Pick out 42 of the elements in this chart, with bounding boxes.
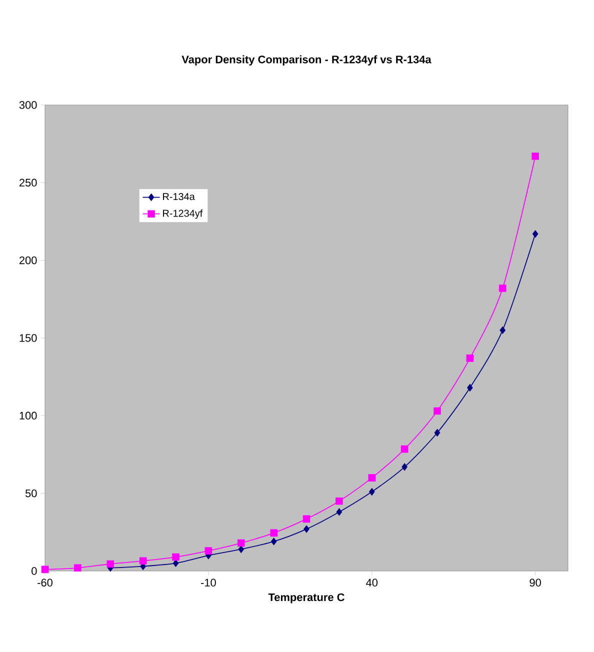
point bbox=[172, 553, 180, 561]
point bbox=[270, 538, 277, 546]
y-tick-label: 100 bbox=[20, 412, 37, 420]
y-tick-label: 0 bbox=[32, 567, 37, 575]
point bbox=[238, 546, 244, 553]
x-tick-label: -10 bbox=[201, 578, 216, 587]
legend-label: R-1234yf bbox=[163, 209, 203, 219]
y-tick-label: 300 bbox=[19, 101, 37, 109]
y-tick-label: 50 bbox=[25, 489, 37, 498]
point bbox=[41, 566, 49, 574]
point bbox=[400, 445, 408, 453]
point bbox=[368, 474, 376, 482]
point bbox=[532, 230, 538, 238]
chart-title: Vapor Density Comparison - R-1234yf vs R-134a bbox=[182, 55, 432, 66]
point bbox=[498, 284, 506, 292]
legend-label: R-134a bbox=[163, 193, 195, 200]
point bbox=[304, 525, 310, 533]
y-tick-label: 200 bbox=[19, 256, 37, 264]
point bbox=[500, 326, 506, 334]
point bbox=[237, 539, 245, 547]
x-tick-label: 40 bbox=[366, 578, 378, 587]
point bbox=[369, 488, 375, 496]
x-tick-label: 90 bbox=[530, 578, 541, 587]
point bbox=[434, 407, 441, 415]
point bbox=[270, 529, 278, 537]
point bbox=[336, 497, 343, 505]
point bbox=[139, 557, 147, 565]
point bbox=[302, 515, 310, 523]
point bbox=[106, 560, 114, 568]
point bbox=[204, 547, 212, 554]
point bbox=[467, 384, 473, 392]
point bbox=[74, 564, 82, 572]
point bbox=[434, 429, 440, 436]
point bbox=[336, 508, 342, 516]
point bbox=[402, 463, 408, 471]
x-tick-label: -60 bbox=[38, 578, 52, 587]
y-tick-label: 150 bbox=[20, 334, 37, 342]
point bbox=[466, 354, 474, 362]
point bbox=[172, 560, 179, 567]
y-tick-label: 250 bbox=[19, 178, 37, 187]
x-axis-title: Temperature C bbox=[268, 593, 344, 604]
point bbox=[532, 152, 539, 160]
